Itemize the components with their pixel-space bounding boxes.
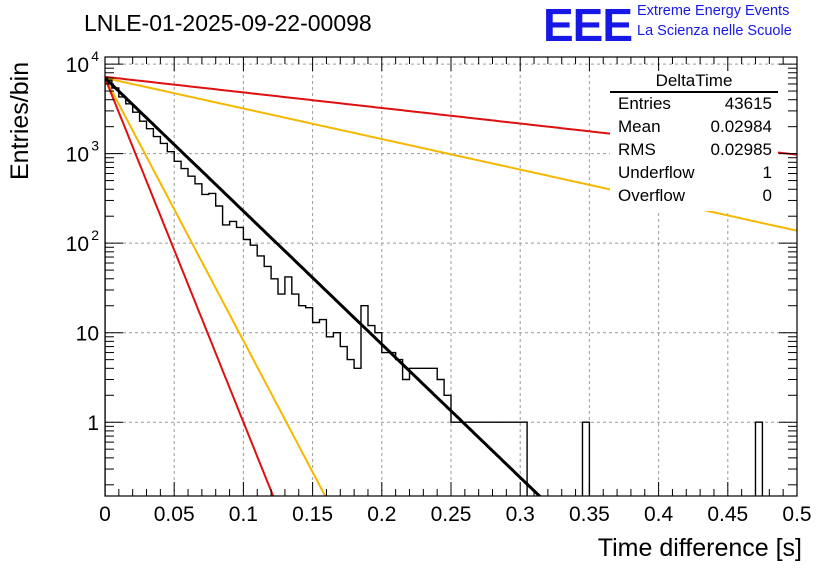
curve-fit xyxy=(105,76,542,496)
tick-layer xyxy=(104,57,798,496)
chart-title: LNLE-01-2025-09-22-00098 xyxy=(84,10,372,36)
x-tick-label: 0.35 xyxy=(569,503,610,526)
eee-logo: EEE xyxy=(543,0,633,51)
curve-tau_lower_mid xyxy=(105,77,327,496)
histogram-bin xyxy=(754,421,764,496)
y-tick-label: 10 xyxy=(76,323,99,346)
x-tick-label: 0 xyxy=(99,503,111,526)
stats-divider xyxy=(610,91,778,93)
stats-label: Entries xyxy=(618,94,671,113)
x-tick-label: 0.1 xyxy=(229,503,258,526)
stats-title: DeltaTime xyxy=(655,71,733,90)
logo-tagline-1: Extreme Energy Events xyxy=(637,3,790,19)
x-axis-title: Time difference [s] xyxy=(597,534,802,562)
stats-value: 1 xyxy=(762,163,772,182)
x-tick-label: 0.05 xyxy=(154,503,195,526)
stats-label: Overflow xyxy=(618,186,686,205)
y-tick-exponent: 2 xyxy=(91,227,99,243)
y-tick-label: 10 xyxy=(66,233,89,256)
logo-tagline-2: La Scienza nelle Scuole xyxy=(637,23,792,39)
tick-label-layer: 0 0.05 0.1 0.15 0.2 0.25 0.3 0.35 0.4 0.45 0.510 41… xyxy=(66,48,812,526)
y-tick-label: 10 xyxy=(66,144,89,167)
y-tick-label: 10 xyxy=(66,54,89,77)
stats-box: DeltaTime Entries 43615 Mean 0.02984 RMS… xyxy=(610,71,778,211)
x-tick-label: 0.2 xyxy=(367,503,396,526)
x-tick-label: 0.4 xyxy=(644,503,674,526)
histogram-bin xyxy=(581,421,591,496)
curve-tau_lower_fast xyxy=(105,77,275,496)
y-axis-title: Entries/bin xyxy=(6,61,34,180)
x-tick-label: 0.3 xyxy=(506,503,535,526)
stats-value: 43615 xyxy=(724,94,772,113)
x-tick-label: 0.5 xyxy=(782,503,811,526)
x-tick-label: 0.45 xyxy=(707,503,748,526)
stats-value: 0.02985 xyxy=(710,140,772,159)
histogram-outline xyxy=(105,79,528,496)
stats-label: Mean xyxy=(618,117,661,136)
y-tick-exponent: 3 xyxy=(91,138,99,154)
y-tick-exponent: 4 xyxy=(91,48,99,64)
histogram-layer xyxy=(105,79,764,496)
stats-label: RMS xyxy=(618,140,656,159)
y-tick-label: 1 xyxy=(87,412,99,435)
x-tick-label: 0.25 xyxy=(431,503,472,526)
stats-value: 0 xyxy=(762,186,772,205)
stats-label: Underflow xyxy=(618,163,695,182)
stats-value: 0.02984 xyxy=(710,117,772,136)
x-tick-label: 0.15 xyxy=(292,503,333,526)
